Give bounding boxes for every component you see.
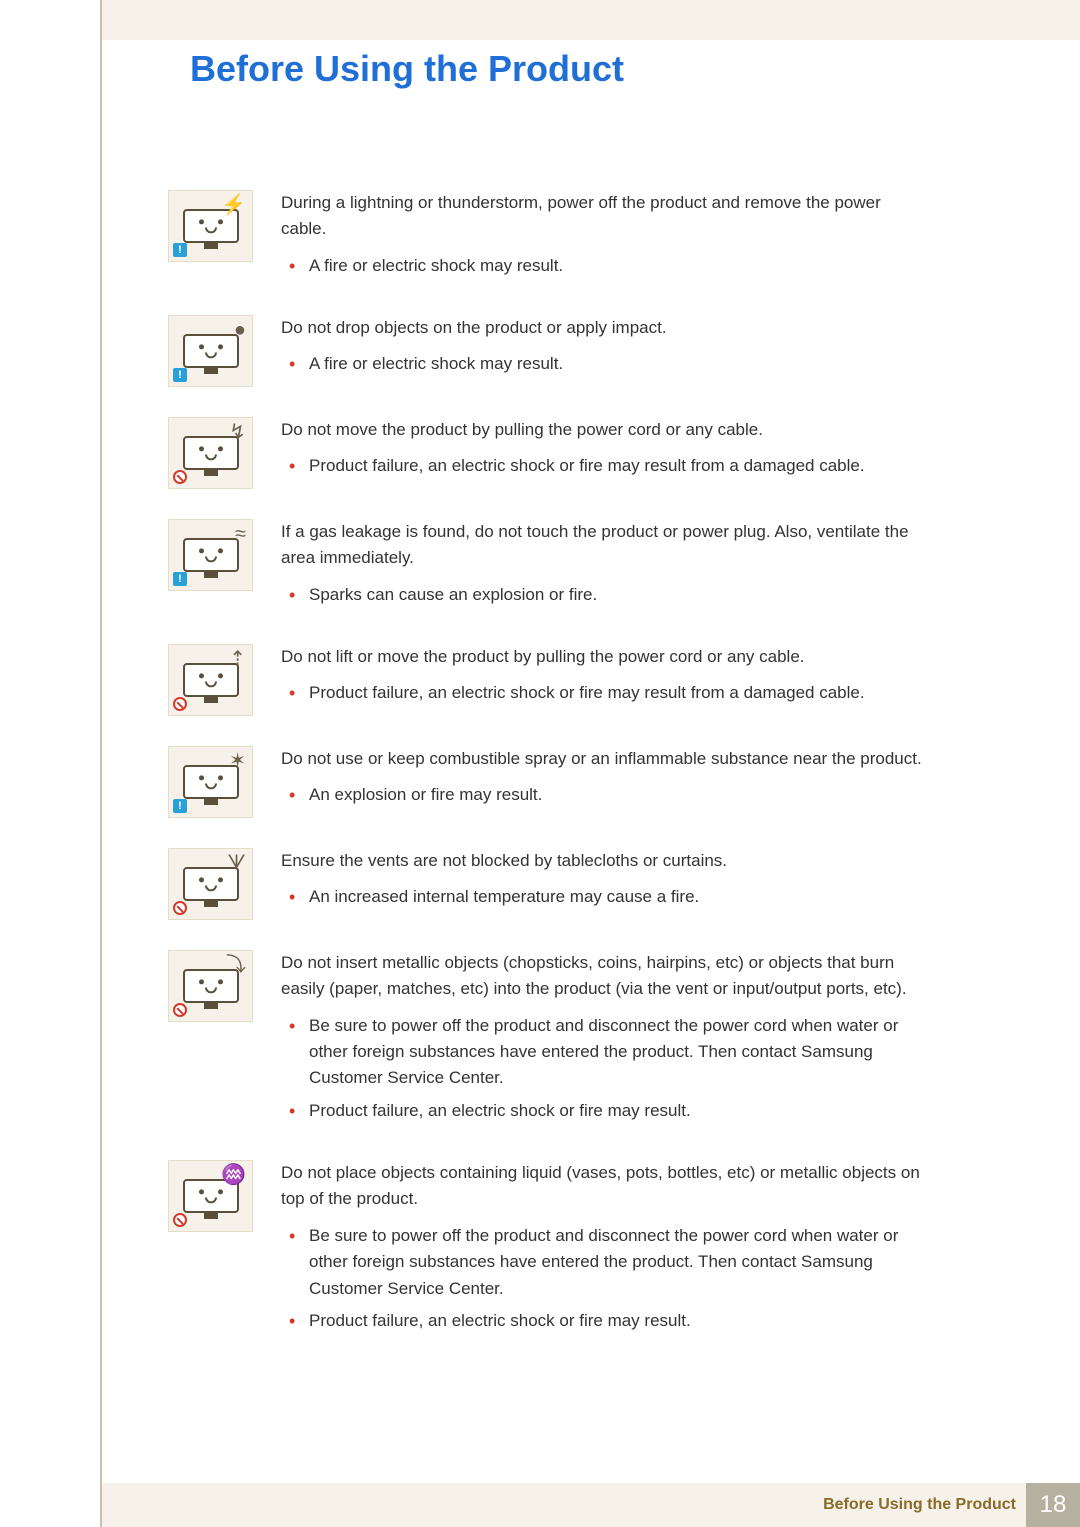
warning-lead: During a lightning or thunderstorm, powe… [281,190,928,243]
warning-bullets: An increased internal temperature may ca… [281,884,928,910]
info-badge-icon [173,243,187,257]
warning-bullets: A fire or electric shock may result. [281,253,928,279]
warning-item: ⤵ Do not insert metallic objects (chopsti… [168,950,928,1130]
warning-item: ⇡ Do not lift or move the product by pull… [168,644,928,716]
header-band [102,0,1080,40]
warning-icon: ≈ [168,519,263,614]
warning-text: Do not use or keep combustible spray or … [281,746,928,818]
warning-lead: Do not use or keep combustible spray or … [281,746,928,772]
warning-text: During a lightning or thunderstorm, powe… [281,190,928,285]
info-badge-icon [173,368,187,382]
warning-bullets: An explosion or fire may result. [281,782,928,808]
warning-bullet: Product failure, an electric shock or fi… [309,1308,928,1334]
warning-bullet: Be sure to power off the product and dis… [309,1013,928,1092]
prohibit-badge-icon [173,1213,187,1227]
page-title: Before Using the Product [190,48,624,90]
warning-item: ≈ If a gas leakage is found, do not touch… [168,519,928,614]
warning-bullets: Product failure, an electric shock or fi… [281,680,928,706]
prohibit-badge-icon [173,1003,187,1017]
warning-lead: Do not drop objects on the product or ap… [281,315,928,341]
warning-lead: Ensure the vents are not blocked by tabl… [281,848,928,874]
warning-text: Do not insert metallic objects (chopstic… [281,950,928,1130]
warning-icon: ᗐ [168,848,263,920]
prohibit-badge-icon [173,901,187,915]
warning-text: Do not drop objects on the product or ap… [281,315,928,387]
content-region: ⚡ During a lightning or thunderstorm, pow… [168,190,928,1370]
warning-text: Do not lift or move the product by pulli… [281,644,928,716]
warning-text: If a gas leakage is found, do not touch … [281,519,928,614]
warning-text: Do not move the product by pulling the p… [281,417,928,489]
info-badge-icon [173,572,187,586]
warning-bullet: Be sure to power off the product and dis… [309,1223,928,1302]
warning-text: Do not place objects containing liquid (… [281,1160,928,1340]
warning-icon: ● [168,315,263,387]
warning-bullet: A fire or electric shock may result. [309,253,928,279]
warning-item: ● Do not drop objects on the product or a… [168,315,928,387]
info-badge-icon [173,799,187,813]
warning-bullet: Product failure, an electric shock or fi… [309,680,928,706]
footer: Before Using the Product 18 [102,1483,1080,1527]
warning-lead: If a gas leakage is found, do not touch … [281,519,928,572]
warning-item: ↯ Do not move the product by pulling the … [168,417,928,489]
warning-icon: ✶ [168,746,263,818]
warning-text: Ensure the vents are not blocked by tabl… [281,848,928,920]
warning-bullet: Product failure, an electric shock or fi… [309,453,928,479]
warning-icon: ⤵ [168,950,263,1130]
warning-bullets: Be sure to power off the product and dis… [281,1223,928,1334]
left-rule [100,0,102,1527]
warning-item: ᗐ Ensure the vents are not blocked by tab… [168,848,928,920]
warning-item: ✶ Do not use or keep combustible spray or… [168,746,928,818]
warning-bullets: A fire or electric shock may result. [281,351,928,377]
warning-bullet: An explosion or fire may result. [309,782,928,808]
warning-icon: ♒ [168,1160,263,1340]
warning-lead: Do not lift or move the product by pulli… [281,644,928,670]
warning-bullets: Sparks can cause an explosion or fire. [281,582,928,608]
warning-bullet: An increased internal temperature may ca… [309,884,928,910]
footer-section: Before Using the Product [823,1496,1016,1514]
warning-bullet: Product failure, an electric shock or fi… [309,1098,928,1124]
prohibit-badge-icon [173,470,187,484]
page-number: 18 [1026,1483,1080,1527]
warning-lead: Do not place objects containing liquid (… [281,1160,928,1213]
warning-bullets: Product failure, an electric shock or fi… [281,453,928,479]
warning-bullet: Sparks can cause an explosion or fire. [309,582,928,608]
warning-lead: Do not move the product by pulling the p… [281,417,928,443]
warning-icon: ⇡ [168,644,263,716]
warning-bullet: A fire or electric shock may result. [309,351,928,377]
warning-lead: Do not insert metallic objects (chopstic… [281,950,928,1003]
warning-bullets: Be sure to power off the product and dis… [281,1013,928,1124]
prohibit-badge-icon [173,697,187,711]
warning-item: ♒ Do not place objects containing liquid … [168,1160,928,1340]
warning-item: ⚡ During a lightning or thunderstorm, pow… [168,190,928,285]
warning-icon: ⚡ [168,190,263,285]
warning-icon: ↯ [168,417,263,489]
